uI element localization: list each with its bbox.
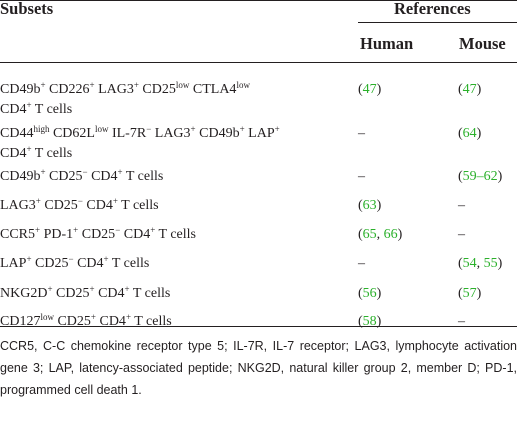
reference-link[interactable]: 63	[362, 198, 377, 213]
marker-superscript: −	[77, 196, 83, 206]
marker-superscript: low	[40, 312, 54, 322]
subset-line: CD127low CD25+ CD4+ T cells	[0, 312, 172, 330]
mouse-reference-cell: (59–62)	[458, 169, 503, 184]
human-reference-cell: –	[358, 169, 365, 184]
human-header: Human	[360, 34, 414, 53]
marker-superscript: +	[26, 144, 32, 154]
marker-superscript: −	[115, 225, 121, 235]
reference-link[interactable]: 47	[362, 82, 377, 97]
human-reference-cell: (47)	[358, 82, 382, 97]
mouse-reference-cell: (54, 55)	[458, 256, 503, 271]
table-top-rule	[0, 0, 517, 1]
marker-superscript: +	[35, 196, 41, 206]
subset-cell: LAG3+ CD25− CD4+ T cells	[0, 196, 159, 216]
subset-line: CD4+ T cells	[0, 144, 73, 162]
subsets-header: Subsets	[0, 0, 54, 18]
marker-superscript: +	[26, 254, 32, 264]
marker-superscript: +	[103, 254, 109, 264]
marker-superscript: +	[125, 312, 132, 322]
subset-line: CCR5+ PD-1+ CD25− CD4+ T cells	[0, 225, 196, 243]
subset-line: CD4+ T cells	[0, 100, 73, 118]
marker-superscript: −	[68, 254, 74, 264]
marker-superscript: +	[133, 80, 139, 90]
subset-line: NKG2D+ CD25+ CD4+ T cells	[0, 284, 171, 302]
human-reference-cell: (56)	[358, 286, 382, 301]
subset-cell: CCR5+ PD-1+ CD25− CD4+ T cells	[0, 225, 196, 245]
marker-superscript: low	[94, 124, 109, 134]
marker-superscript: +	[274, 124, 280, 134]
reference-link[interactable]: 58	[362, 314, 377, 329]
mouse-reference-cell: (64)	[458, 126, 482, 141]
mouse-reference-cell: –	[458, 198, 465, 213]
marker-superscript: −	[82, 167, 88, 177]
human-reference-cell: (58)	[358, 314, 382, 329]
mouse-reference-cell: (47)	[458, 82, 482, 97]
reference-link[interactable]: 54	[462, 256, 477, 271]
human-reference-cell: (63)	[358, 198, 382, 213]
subset-cell: CD49b+ CD226+ LAG3+ CD25low CTLA4low CD4+…	[0, 80, 250, 120]
marker-superscript: −	[146, 124, 152, 134]
marker-superscript: +	[40, 80, 46, 90]
marker-superscript: +	[89, 80, 95, 90]
marker-superscript: +	[73, 225, 79, 235]
marker-superscript: +	[239, 124, 245, 134]
subset-cell: CD49b+ CD25− CD4+ T cells	[0, 167, 163, 187]
table-bottom-rule	[0, 326, 517, 327]
marker-superscript: +	[190, 124, 196, 134]
marker-superscript: +	[26, 100, 32, 110]
references-underline	[358, 22, 517, 23]
subset-cell: CD127low CD25+ CD4+ T cells	[0, 312, 172, 332]
marker-superscript: +	[89, 284, 95, 294]
subset-line: CD49b+ CD226+ LAG3+ CD25low CTLA4low	[0, 80, 250, 98]
subset-line: LAG3+ CD25− CD4+ T cells	[0, 196, 159, 214]
marker-superscript: high	[33, 124, 50, 134]
marker-superscript: +	[90, 312, 96, 322]
human-reference-cell: –	[358, 256, 365, 271]
marker-superscript: +	[150, 225, 156, 235]
reference-link[interactable]: 55	[483, 256, 498, 271]
human-reference-cell: (65, 66)	[358, 227, 403, 242]
marker-superscript: low	[236, 80, 250, 90]
table-footnote: CCR5, C-C chemokine receptor type 5; IL-…	[0, 339, 517, 397]
subset-cell: LAP+ CD25− CD4+ T cells	[0, 254, 149, 274]
subset-line: CD44high CD62Llow IL-7R− LAG3+ CD49b+ LA…	[0, 124, 280, 142]
marker-superscript: +	[40, 167, 46, 177]
header-bottom-rule	[0, 62, 517, 63]
marker-superscript: +	[35, 225, 41, 235]
references-header: References	[394, 0, 471, 18]
mouse-reference-cell: –	[458, 314, 465, 329]
reference-link[interactable]: 65	[362, 227, 377, 242]
marker-superscript: +	[112, 196, 118, 206]
subset-cell: CD44high CD62Llow IL-7R− LAG3+ CD49b+ LA…	[0, 124, 280, 164]
marker-superscript: low	[175, 80, 190, 90]
subset-line: CD49b+ CD25− CD4+ T cells	[0, 167, 164, 185]
reference-link[interactable]: 66	[383, 227, 398, 242]
reference-link[interactable]: 64	[462, 126, 477, 141]
reference-link[interactable]: 59–62	[462, 169, 498, 184]
mouse-reference-cell: –	[458, 227, 465, 242]
reference-link[interactable]: 57	[462, 286, 477, 301]
reference-link[interactable]: 47	[462, 82, 477, 97]
subset-cell: NKG2D+ CD25+ CD4+ T cells	[0, 284, 170, 304]
marker-superscript: +	[47, 284, 53, 294]
marker-superscript: +	[124, 284, 130, 294]
reference-link[interactable]: 56	[362, 286, 377, 301]
human-reference-cell: –	[358, 126, 365, 141]
mouse-header: Mouse	[459, 34, 506, 53]
marker-superscript: +	[117, 167, 123, 177]
mouse-reference-cell: (57)	[458, 286, 482, 301]
subset-line: LAP+ CD25− CD4+ T cells	[0, 254, 150, 272]
